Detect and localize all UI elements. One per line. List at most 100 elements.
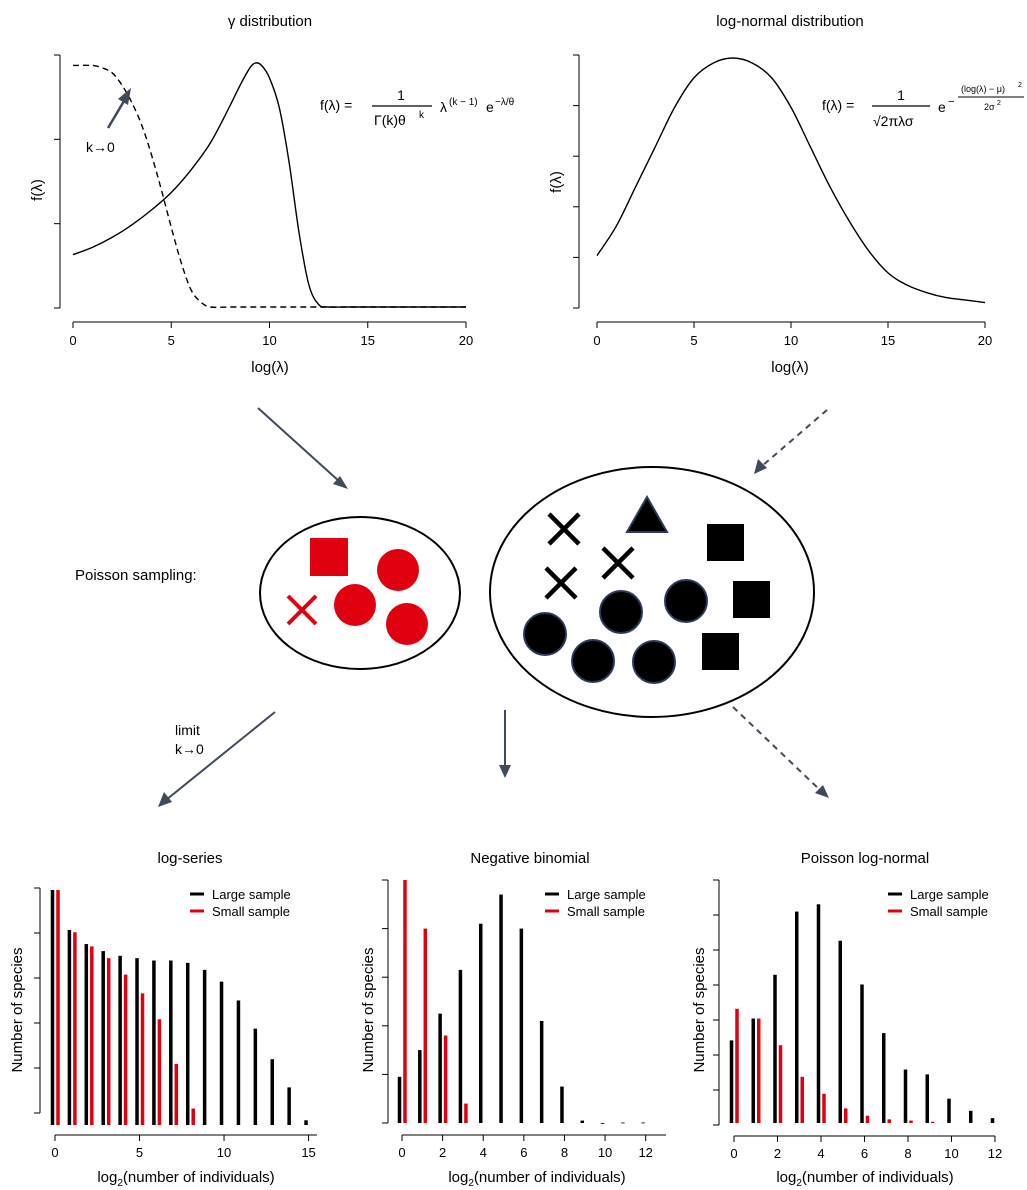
black-cross-marker [601,546,635,580]
poislognormal-large-bar [925,1074,929,1123]
limit-k-label: k→0 [175,741,204,757]
red-cross-marker [286,594,318,626]
logseries-small-bar [90,946,94,1125]
black-circle-marker [571,639,615,683]
gamma-xlabel: log(λ) [251,359,289,376]
negbin-x-tick-label: 12 [638,1145,652,1160]
logseries-small-bar [191,1108,195,1125]
red-square-marker [310,538,348,576]
negbin-large-bar [519,928,524,1123]
logseries-large-bar [84,944,89,1125]
lognormal-x-tick-label: 0 [593,333,600,348]
poislognormal-large-bar [947,1098,951,1123]
negbin-legend-small-label: Small sample [567,904,645,919]
lognormal-x-tick-label: 15 [881,333,895,348]
red-circle-marker [386,603,428,645]
lognormal-xlabel: log(λ) [771,359,809,376]
black-circle-marker [523,612,567,656]
negbin-large-bar [600,1123,605,1124]
logseries-small-bar [73,932,77,1125]
lognormal-formula-e: e [938,99,946,115]
poislognormal-x-tick-label: 12 [988,1146,1002,1161]
logseries-small-bar [106,958,111,1125]
poislognormal-small-bar [757,1018,761,1123]
black-circle-marker [632,640,676,684]
logseries-large-bar [135,958,139,1125]
gamma-curve-dashed [72,64,466,309]
logseries-xlabel: log2(number of individuals) [97,1169,274,1189]
large-sample-ellipse [489,466,815,718]
negbin-large-bar [478,923,483,1123]
poislognormal-large-bar [903,1069,908,1123]
poislognormal-legend-small-label: Small sample [910,904,988,919]
gamma-x-tick-label: 10 [262,333,276,348]
gamma-formula-exp1: (k − 1) [449,97,478,108]
lognormal-title: log-normal distribution [716,13,864,30]
logseries-large-bar [50,890,55,1125]
logseries-x-tick-label: 10 [217,1145,231,1160]
red-circle-marker [334,584,376,626]
negbin-x-tick-label: 2 [439,1145,446,1160]
negbin-large-bar [539,1020,544,1123]
lognormal-axes: 0 5 10 15 20 [573,54,992,348]
gamma-density-panel: γ distribution 0 5 10 15 20 log(λ) f(λ) k→0 … [29,13,515,376]
black-circle-marker [664,579,708,623]
poislognormal-x-tick-label: 2 [774,1146,781,1161]
poislognormal-large-bar [860,984,864,1123]
poislognormal-legend: Large sample Small sample [888,887,989,919]
poislognormal-x-tick-label: 4 [817,1146,824,1161]
lognormal-formula-minus: − [948,96,954,108]
sampling-diagram: Poisson sampling: [75,407,829,807]
logseries-large-bar [219,981,224,1125]
black-circle-marker [599,590,643,634]
lognormal-x-tick-label: 10 [784,333,798,348]
negbin-large-bar [580,1120,585,1123]
gamma-formula: f(λ) = 1 Γ(k)θ k λ (k − 1) e −λ/θ [320,87,515,128]
to-logseries-arrow [165,711,276,801]
logseries-small-bar [157,1019,162,1125]
gamma-axes: 0 5 10 15 20 [54,54,473,348]
gamma-formula-lhs: f(λ) = [320,97,352,113]
negbin-large-bar [418,1050,422,1123]
poislognormal-small-bar [909,1120,913,1123]
lognormal-curve-solid [596,57,986,304]
logseries-ylabel: Number of species [9,947,26,1072]
poislognormal-large-bar [729,1040,734,1123]
logseries-large-bar [169,960,173,1125]
logseries-large-bar [236,1000,241,1125]
poislognormal-ylabel: Number of species [691,947,708,1072]
k-zero-arrowhead [118,88,131,105]
poislognormal-x-tick-label: 6 [861,1146,868,1161]
logseries-legend-small-label: Small sample [212,904,290,919]
gamma-to-sample-arrowhead [333,476,348,489]
black-cross-marker [547,512,581,546]
negbin-legend: Large sample Small sample [545,887,646,919]
logseries-large-bar [101,951,105,1125]
logseries-large-bar [287,1087,291,1125]
gamma-formula-lambda: λ [440,99,447,115]
poislognormal-large-bar [795,911,799,1123]
to-poislognormal-arrow [732,706,821,791]
gamma-formula-e: e [486,99,494,115]
poislognormal-large-bar [838,940,842,1123]
logseries-small-bar [140,993,145,1125]
negbin-x-tick-label: 10 [598,1145,612,1160]
negbin-small-bar [443,1035,448,1123]
poislognormal-small-bar [800,1076,804,1123]
gamma-x-tick-label: 20 [459,333,473,348]
negbin-title: Negative binomial [470,850,589,867]
k-zero-label: k→0 [86,139,115,155]
red-circle-marker [377,549,419,591]
logseries-x-tick-label: 5 [136,1145,143,1160]
logseries-large-bar [67,929,72,1125]
logseries-x-tick-label: 15 [301,1145,315,1160]
lognormal-formula-exp-num: (log(λ) − μ) [961,84,1005,94]
logseries-large-bar [253,1028,258,1125]
negbin-large-bar [621,1122,625,1124]
negbin-small-bar [423,928,428,1123]
logseries-large-bar [304,1120,308,1125]
lognormal-formula-exp-den: 2σ [984,102,995,112]
lognormal-ylabel: f(λ) [548,171,565,193]
negbin-x-tick-label: 8 [561,1145,568,1160]
lognormal-density-panel: log-normal distribution 0 5 10 15 20 log(λ) … [548,13,1024,376]
